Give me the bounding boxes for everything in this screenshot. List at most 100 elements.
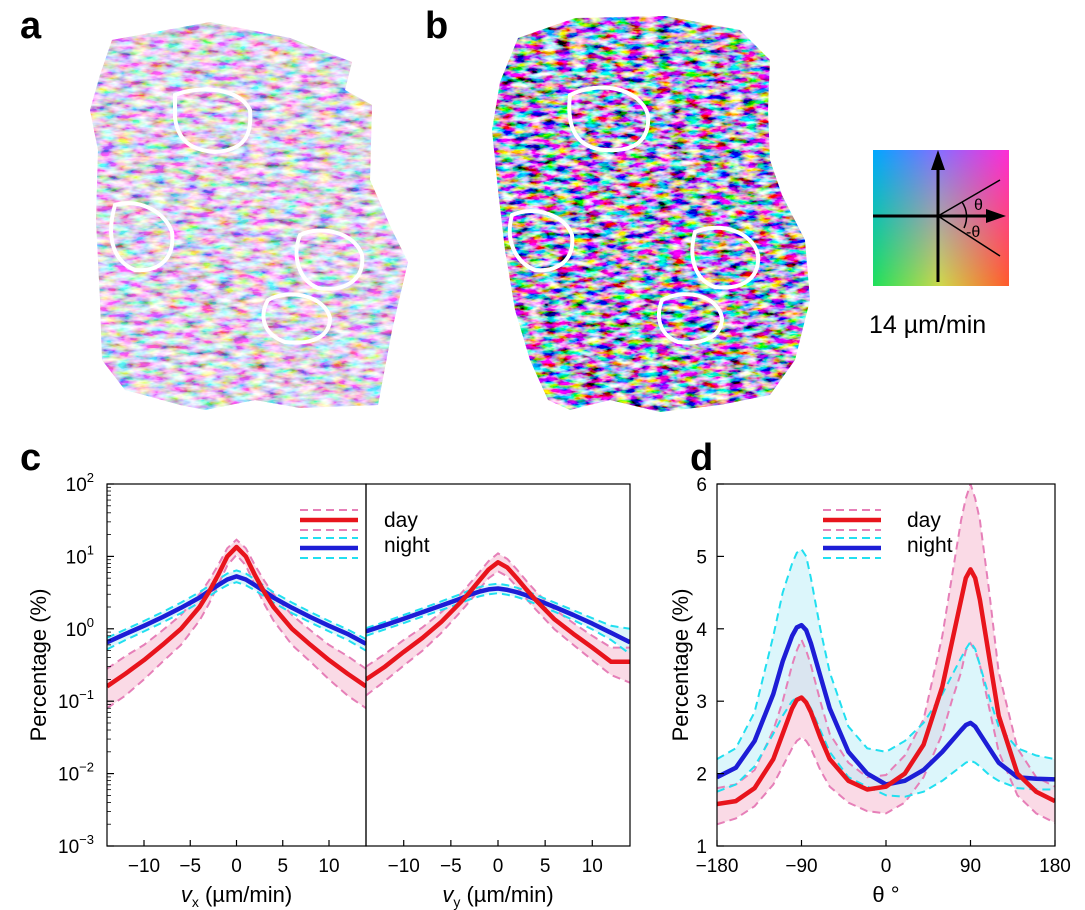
y-tick-exp: 0	[87, 615, 94, 630]
y-tick-label: 5	[696, 547, 707, 568]
x-tick-label: −90	[785, 856, 817, 877]
x-axis-label-unit: (µm/min)	[199, 882, 292, 907]
flow-field-image-a	[90, 22, 408, 410]
angle-arc	[961, 201, 968, 229]
x-tick-label: 180	[1039, 856, 1071, 877]
night-series-line	[107, 574, 366, 646]
legend-label-night: night	[384, 534, 430, 557]
region-outline	[173, 87, 253, 155]
y-tick-label: 1	[696, 837, 707, 858]
day-upper-bound-line	[107, 538, 366, 670]
x-axis-label-sub: y	[453, 894, 460, 910]
y-tick-label: 10−3	[58, 832, 94, 858]
chart-d-theta: −180 −90 0 90 180 1 2 3 4 5 6 θ ° Percentage (%) dayn…	[668, 475, 1071, 907]
x-axis-label: θ °	[872, 882, 899, 907]
panel-letter-a: a	[20, 5, 42, 47]
night-series-line	[366, 586, 630, 645]
x-tick-label: −180	[696, 856, 739, 877]
x-axis-label-unit: (µm/min)	[460, 882, 553, 907]
x-axis-label-var: v	[442, 882, 455, 907]
y-tick-base: 10	[58, 765, 79, 786]
y-tick-exp: 1	[87, 542, 94, 557]
y-tick-base: 10	[66, 475, 87, 496]
panel-letter-d: d	[690, 437, 713, 479]
region-outline	[567, 85, 651, 153]
plot-area	[366, 552, 630, 697]
x-tick-label: 10	[318, 856, 339, 877]
plot-area	[107, 538, 366, 710]
right-arrowhead	[986, 209, 1006, 223]
y-tick-label: 101	[66, 542, 94, 568]
x-tick-label: 5	[277, 856, 288, 877]
day-upper-bound-line	[366, 552, 630, 668]
y-tick-exp: −2	[79, 760, 94, 775]
day-series-line	[717, 567, 1055, 807]
night-lower-bound-line	[366, 592, 630, 655]
y-tick-label: 6	[696, 475, 707, 496]
y-tick-label: 4	[696, 620, 707, 641]
y-tick-exp: −1	[79, 687, 94, 702]
y-tick-label: 100	[66, 615, 94, 641]
y-tick-label: 10−1	[58, 687, 94, 713]
day-series-line	[366, 560, 630, 682]
x-axis-label: vy (µm/min)	[442, 882, 553, 910]
y-tick-base: 10	[58, 692, 79, 713]
x-tick-label: −10	[128, 856, 160, 877]
x-tick-label: 10	[582, 856, 603, 877]
plot-area	[717, 484, 1055, 826]
day-upper-bound-line	[717, 484, 1055, 790]
up-arrowhead	[931, 150, 945, 170]
x-tick-label: 0	[881, 856, 892, 877]
x-tick-label: −5	[440, 856, 462, 877]
day-lower-bound-line	[366, 570, 630, 697]
panel-letter-b: b	[425, 5, 448, 47]
x-axis-label: vx (µm/min)	[181, 882, 292, 910]
region-outline	[261, 292, 333, 345]
x-tick-label: 0	[493, 856, 504, 877]
legend-label-day: day	[384, 509, 418, 532]
y-tick-base: 10	[58, 837, 79, 858]
day-series-line	[107, 544, 366, 689]
scale-label: 14 µm/min	[869, 311, 986, 339]
flow-field-image-b	[492, 16, 810, 412]
night-lower-bound-line	[717, 696, 1055, 798]
region-outline	[507, 209, 575, 273]
x-tick-label: 90	[960, 856, 981, 877]
x-tick-label: 0	[231, 856, 242, 877]
night-confidence-band	[717, 549, 1055, 797]
x-axis-label-var: v	[181, 882, 194, 907]
night-upper-bound-line	[366, 582, 630, 630]
y-tick-label: 10−2	[58, 760, 94, 786]
theta-label: θ	[974, 197, 983, 214]
legend-label-night: night	[907, 534, 953, 557]
region-outline	[657, 292, 725, 345]
y-tick-label: 3	[696, 692, 707, 713]
x-tick-label: −5	[179, 856, 201, 877]
legend-label-day: day	[907, 509, 941, 532]
y-axis-label: Percentage (%)	[668, 589, 693, 742]
day-lower-bound-line	[717, 641, 1055, 826]
region-outline	[690, 225, 761, 290]
y-tick-label: 2	[696, 765, 707, 786]
y-tick-label: 102	[66, 470, 94, 496]
color-wheel-legend: θ -θ 14 µm/min	[869, 150, 1009, 339]
y-tick-base: 10	[66, 547, 87, 568]
neg-theta-label: -θ	[966, 224, 980, 241]
neg-theta-ray	[937, 215, 1001, 257]
x-tick-label: −10	[388, 856, 420, 877]
theta-ray	[937, 179, 1001, 217]
x-tick-label: 5	[540, 856, 551, 877]
night-upper-bound-line	[107, 569, 366, 640]
chart-c-vy: −10 −5 0 5 10 vy (µm/min)	[365, 483, 631, 910]
night-lower-bound-line	[107, 581, 366, 652]
y-axis-label: Percentage (%)	[26, 589, 51, 742]
panel-letter-c: c	[20, 437, 41, 479]
region-outline	[294, 228, 365, 291]
region-outline	[109, 201, 175, 273]
x-axis-label-sub: x	[192, 894, 199, 910]
y-tick-base: 10	[66, 620, 87, 641]
